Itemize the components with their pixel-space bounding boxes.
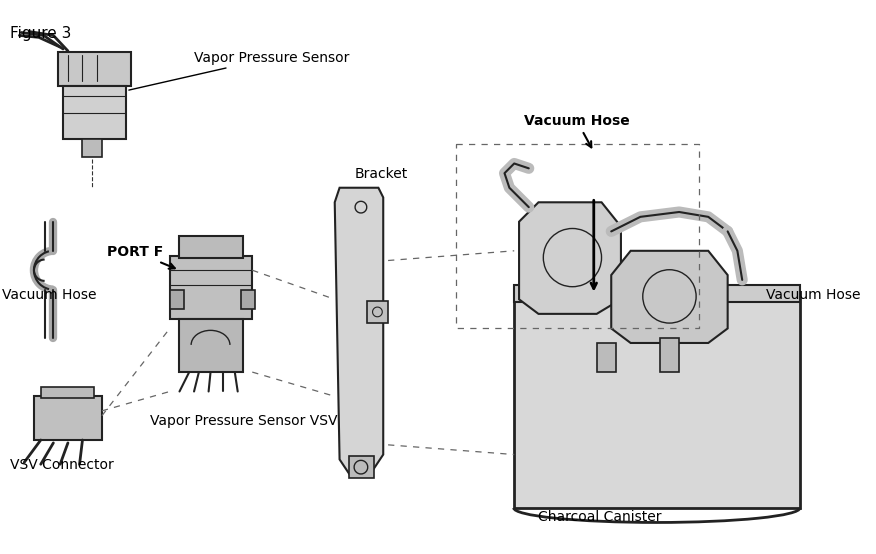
Text: Figure 3: Figure 3 xyxy=(10,25,71,40)
Bar xyxy=(180,319,243,372)
Text: Vacuum Hose: Vacuum Hose xyxy=(766,288,861,302)
Bar xyxy=(34,396,102,440)
Bar xyxy=(180,236,243,258)
Text: VSV Connector: VSV Connector xyxy=(10,458,114,472)
Bar xyxy=(350,456,373,478)
Polygon shape xyxy=(611,251,728,343)
Bar xyxy=(597,343,616,372)
Bar xyxy=(367,301,388,322)
Bar xyxy=(514,285,801,302)
Bar xyxy=(170,290,184,309)
Bar xyxy=(514,299,801,508)
Bar xyxy=(63,86,126,139)
Polygon shape xyxy=(519,202,621,314)
Bar xyxy=(660,338,679,372)
Text: Bracket: Bracket xyxy=(354,167,407,181)
Bar xyxy=(82,139,102,157)
Bar xyxy=(41,387,94,398)
Text: Vacuum Hose: Vacuum Hose xyxy=(524,114,630,147)
Bar xyxy=(241,290,255,309)
Text: PORT F: PORT F xyxy=(107,245,175,269)
Text: Vapor Pressure Sensor VSV: Vapor Pressure Sensor VSV xyxy=(151,414,338,428)
Text: Vapor Pressure Sensor: Vapor Pressure Sensor xyxy=(129,50,350,90)
Bar xyxy=(170,255,252,319)
Text: Vacuum Hose: Vacuum Hose xyxy=(2,288,96,302)
Bar xyxy=(58,52,131,86)
Polygon shape xyxy=(335,188,383,474)
Text: Charcoal Canister: Charcoal Canister xyxy=(538,510,661,524)
